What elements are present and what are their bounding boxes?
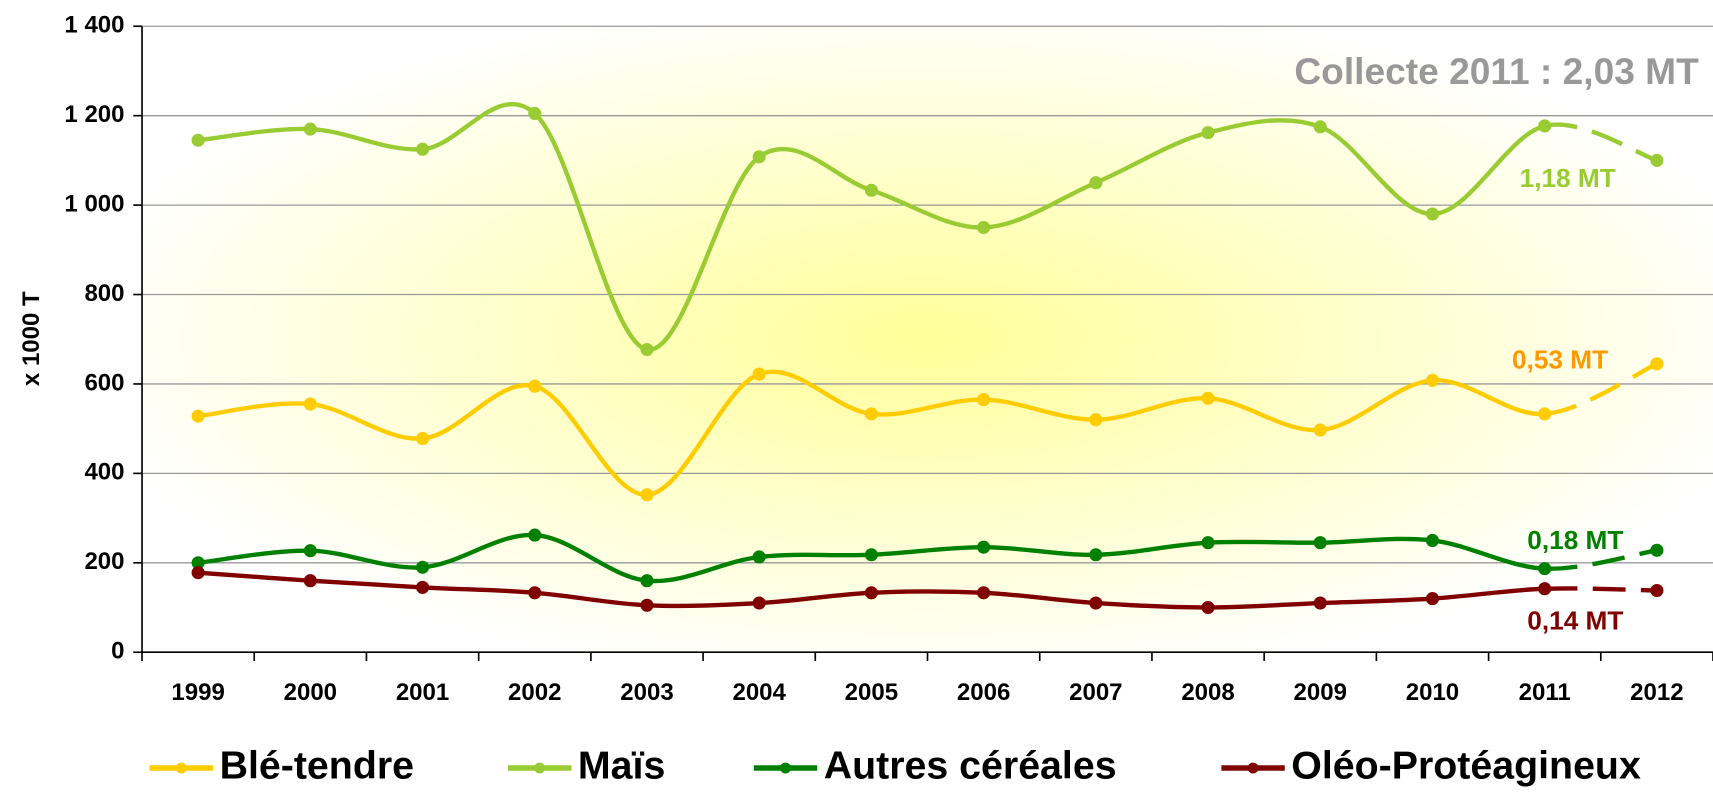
x-tick-label: 2003	[620, 679, 673, 706]
series-line-forecast	[1544, 122, 1658, 163]
data-point	[303, 122, 317, 136]
data-point	[1425, 373, 1440, 387]
x-tick-label: 1999	[171, 679, 224, 706]
x-tick-label: 2000	[284, 679, 337, 706]
data-point	[191, 409, 205, 423]
data-point	[1089, 413, 1103, 427]
data-point	[191, 566, 205, 580]
y-tick-label: 400	[84, 459, 124, 486]
data-point	[1538, 119, 1552, 133]
x-tick-label: 2004	[732, 679, 786, 706]
data-point	[303, 544, 317, 558]
data-point	[1313, 120, 1327, 134]
data-point	[191, 133, 205, 147]
data-point	[752, 367, 766, 381]
data-point	[1201, 600, 1215, 615]
data-point	[752, 550, 766, 564]
data-point	[752, 150, 766, 164]
data-point	[415, 431, 430, 446]
series-line-forecast	[1544, 548, 1658, 571]
annotation: 0,14 MT	[1527, 606, 1623, 636]
x-tick-label: 2008	[1181, 679, 1234, 706]
y-tick-label: 200	[84, 548, 124, 575]
data-point	[1538, 562, 1552, 576]
data-point	[640, 598, 654, 612]
data-point	[977, 586, 991, 600]
x-tick-label: 2007	[1069, 679, 1122, 706]
data-point	[640, 342, 654, 357]
data-point	[415, 580, 430, 594]
series-line-forecast	[1544, 586, 1657, 593]
data-point	[752, 596, 766, 610]
data-point	[977, 540, 991, 554]
data-point	[1650, 583, 1664, 598]
data-point	[1425, 207, 1440, 221]
y-tick-label: 1 200	[64, 101, 124, 128]
data-point	[1313, 596, 1327, 610]
data-point	[640, 574, 654, 588]
data-point	[864, 586, 878, 600]
y-tick-label: 1 400	[64, 12, 124, 39]
annotation: 0,18 MT	[1527, 525, 1623, 555]
x-tick-label: 2012	[1630, 679, 1683, 706]
data-point	[415, 560, 430, 574]
data-point	[1650, 357, 1664, 371]
data-point	[528, 528, 542, 542]
annotation: Collecte 2011 : 2,03 MT	[1294, 50, 1699, 92]
data-point	[415, 142, 430, 156]
y-axis-label: x 1000 T	[18, 291, 45, 386]
data-point	[303, 574, 317, 588]
data-point	[864, 407, 878, 421]
data-point	[1201, 536, 1215, 550]
legend-label: Autres céréales	[824, 743, 1117, 787]
data-point	[1650, 543, 1664, 557]
x-tick-label: 2002	[508, 679, 561, 706]
data-point	[528, 379, 542, 393]
legend-marker	[1247, 762, 1259, 774]
legend-marker	[780, 762, 791, 774]
data-point	[1089, 176, 1103, 190]
data-point	[191, 556, 205, 570]
annotation: 1,18 MT	[1520, 163, 1616, 193]
data-point	[1201, 391, 1215, 405]
data-point	[864, 548, 878, 562]
y-tick-label: 800	[84, 280, 124, 307]
series-line-forecast	[1544, 361, 1658, 417]
data-point	[640, 488, 654, 502]
legend-label: Maïs	[578, 743, 665, 787]
data-point	[1650, 153, 1664, 167]
data-point	[1425, 592, 1440, 606]
data-point	[1538, 407, 1552, 421]
data-point	[528, 106, 542, 120]
y-tick-label: 600	[84, 369, 124, 396]
legend-marker	[175, 762, 187, 774]
x-tick-label: 2011	[1519, 679, 1571, 706]
data-point	[977, 220, 991, 235]
x-tick-label: 2001	[396, 679, 449, 706]
data-point	[1201, 126, 1215, 140]
y-tick-label: 1 000	[64, 190, 124, 217]
legend-label: Blé-tendre	[220, 743, 414, 787]
data-point	[1089, 596, 1103, 610]
legend-marker	[534, 762, 546, 774]
x-tick-label: 2009	[1294, 679, 1347, 706]
data-point	[303, 397, 317, 411]
data-point	[1089, 548, 1103, 562]
plot-background	[142, 26, 1713, 653]
data-point	[977, 393, 991, 407]
annotation: 0,53 MT	[1512, 345, 1608, 375]
data-point	[1425, 533, 1440, 548]
x-tick-label: 2005	[845, 679, 898, 706]
legend-label: Oléo-Protéagineux	[1291, 743, 1641, 787]
x-tick-label: 2006	[957, 679, 1010, 706]
data-point	[1538, 582, 1552, 596]
y-tick-label: 0	[111, 638, 124, 665]
x-tick-label: 2010	[1406, 679, 1459, 706]
data-point	[864, 183, 878, 197]
data-point	[1313, 423, 1327, 437]
data-point	[528, 586, 542, 600]
data-point	[1313, 536, 1327, 550]
